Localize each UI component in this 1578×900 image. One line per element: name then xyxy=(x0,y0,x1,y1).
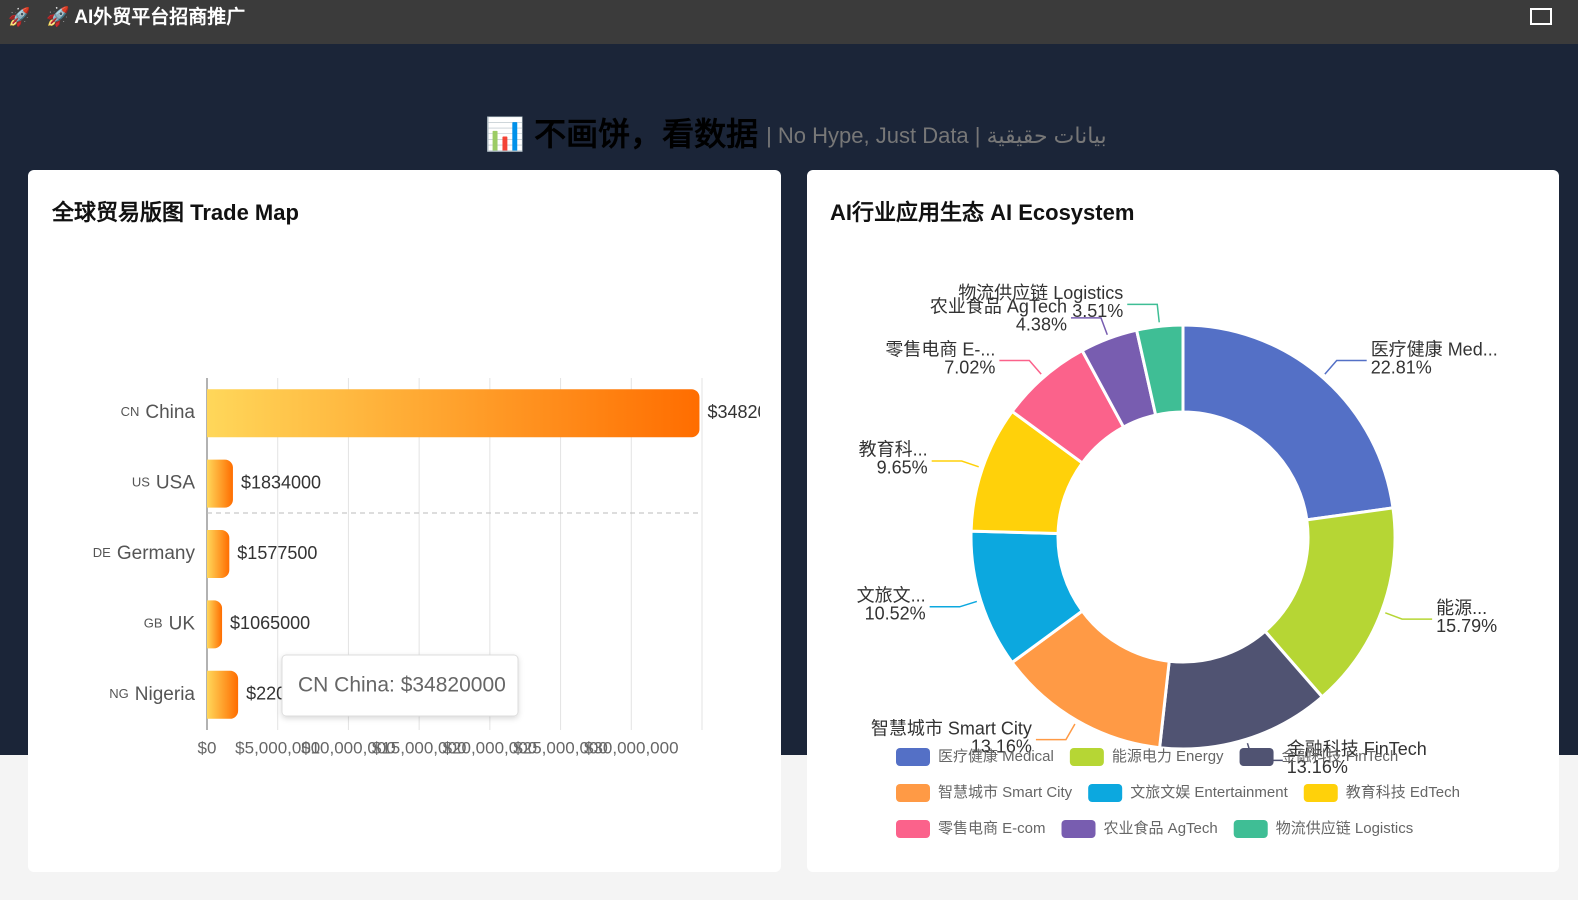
slice-label: 物流供应链 Logistics xyxy=(958,283,1123,303)
legend-swatch xyxy=(1303,784,1338,802)
country-name: UK xyxy=(169,613,196,634)
label-line xyxy=(1035,723,1076,741)
legend-label: 金融科技 FinTech xyxy=(1282,748,1399,765)
x-tick-label: $10,000,000 xyxy=(301,738,396,757)
legend-swatch xyxy=(896,748,930,766)
slice-label: 文旅文... xyxy=(857,586,926,606)
legend-swatch xyxy=(1061,820,1096,838)
donut-chart: 医疗健康 Med...22.81% 能源...15.79% 金融科技 FinTech… xyxy=(857,283,1498,838)
legend-swatch xyxy=(1239,748,1274,766)
slice-label: 零售电商 E-... xyxy=(885,339,995,359)
label-line xyxy=(1127,303,1160,323)
value-label: $1065000 xyxy=(230,613,310,633)
bar xyxy=(207,530,230,578)
slice xyxy=(1181,323,1395,522)
chart-title: 全球贸易版图 Trade Map xyxy=(51,200,299,225)
y-tick-label: CN China xyxy=(121,402,196,423)
slice-value: 3.51% xyxy=(1072,301,1123,321)
legend-swatch xyxy=(896,784,930,802)
slice xyxy=(1135,323,1185,417)
slice-label: 能源... xyxy=(1436,598,1487,618)
slice-value: 15.79% xyxy=(1436,616,1497,636)
value-label: $34820000 xyxy=(707,402,797,422)
country-code: GB xyxy=(144,616,163,631)
slice-label: 智慧城市 Smart City xyxy=(871,718,1032,738)
slice-value: 9.65% xyxy=(877,458,928,478)
legend-label: 教育科技 EdTech xyxy=(1346,784,1460,801)
x-tick-label: $5,000,000 xyxy=(235,738,320,757)
label-line xyxy=(1070,317,1108,335)
bar-chart: $0 $5,000,000$10,000,000$15,000,000$20,00… xyxy=(93,378,797,757)
slice-value: 13.16% xyxy=(971,736,1032,756)
app-title: 🚀 AI外贸平台招商推广 xyxy=(46,5,245,28)
slice-value: 13.16% xyxy=(1287,757,1348,777)
bar xyxy=(207,600,223,649)
slice-label: 农业食品 AgTech xyxy=(930,297,1067,317)
country-name: USA xyxy=(156,473,195,494)
legend-label: 文旅文娱 Entertainment xyxy=(1130,784,1288,801)
legend-label: 农业食品 AgTech xyxy=(1104,820,1218,837)
card xyxy=(807,170,1559,872)
headline-main: 📊 不画饼，看数据 xyxy=(485,116,758,152)
y-tick-label: NG Nigeria xyxy=(109,684,195,705)
legend-swatch xyxy=(896,820,930,838)
y-tick-label: US USA xyxy=(132,473,195,494)
label-line xyxy=(1324,359,1367,375)
window-button[interactable] xyxy=(1530,8,1552,25)
country-name: China xyxy=(145,402,195,423)
legend-swatch xyxy=(1233,820,1268,838)
chart-title: AI行业应用生态 AI Ecosystem xyxy=(830,200,1134,225)
country-code: DE xyxy=(93,545,111,560)
bar xyxy=(207,459,233,508)
label-line xyxy=(931,460,979,468)
slice-value: 22.81% xyxy=(1371,357,1432,377)
country-name: Nigeria xyxy=(135,684,196,705)
country-code: US xyxy=(132,475,150,490)
y-tick-label: GB UK xyxy=(144,613,196,634)
slice-value: 4.38% xyxy=(1016,315,1067,335)
slice-value: 7.02% xyxy=(944,357,995,377)
label-line xyxy=(999,359,1042,375)
top-bar xyxy=(0,0,1578,44)
card xyxy=(28,170,781,872)
slice-label: 教育科... xyxy=(859,440,928,460)
app-icon: 🚀 xyxy=(8,6,30,27)
label-line xyxy=(1385,612,1433,620)
value-label: $1577500 xyxy=(237,543,317,563)
legend-label: 能源电力 Energy xyxy=(1112,748,1224,765)
legend-label: 智慧城市 Smart City xyxy=(938,783,1073,801)
x-tick-label: $25,000,000 xyxy=(513,738,608,757)
headline-sub: | No Hype, Just Data | بيانات حقيقية xyxy=(766,123,1107,148)
value-label: $1834000 xyxy=(241,472,321,492)
x-tick-label: $0 xyxy=(198,738,217,757)
legend-label: 物流供应链 Logistics xyxy=(1276,819,1414,837)
country-code: CN xyxy=(121,405,140,420)
legend-swatch xyxy=(1088,784,1123,802)
slice-value: 10.52% xyxy=(865,604,926,624)
x-tick-label: $30,000,000 xyxy=(584,738,679,757)
legend-swatch xyxy=(1069,748,1104,766)
x-tick-label: $20,000,000 xyxy=(443,738,538,757)
bar xyxy=(207,670,239,719)
tooltip-box xyxy=(281,654,519,717)
tooltip-text: CN China: $34820000 xyxy=(298,674,506,697)
bar xyxy=(207,389,700,438)
x-tick-label: $15,000,000 xyxy=(372,738,467,757)
headline: 📊 不画饼，看数据 | No Hype, Just Data | بيانات ح… xyxy=(485,116,1106,152)
slice-label: 医疗健康 Med... xyxy=(1371,339,1498,359)
y-tick-label: DE Germany xyxy=(93,543,196,564)
label-line xyxy=(929,600,978,608)
legend-label: 医疗健康 Medical xyxy=(938,748,1054,765)
country-code: NG xyxy=(109,686,129,701)
slice-label: 金融科技 FinTech xyxy=(1287,739,1427,759)
legend-label: 零售电商 E-com xyxy=(938,820,1046,837)
country-name: Germany xyxy=(117,543,196,564)
